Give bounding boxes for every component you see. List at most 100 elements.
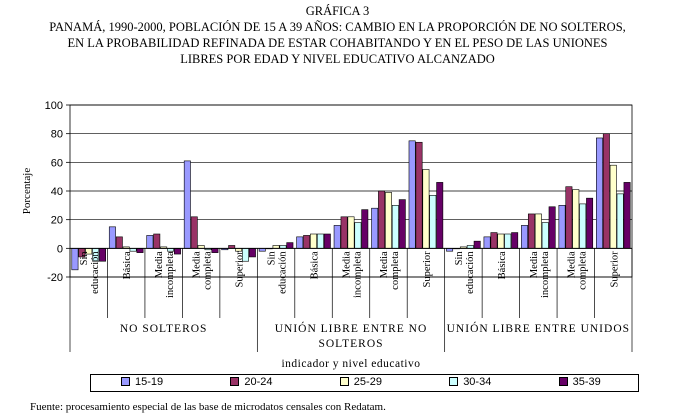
category-label: incompleta [165, 251, 176, 298]
y-tick-label: 60 [51, 157, 63, 169]
bar-35-39-13 [548, 206, 556, 249]
category-label: Media [566, 251, 577, 278]
bar-20-24-3 [153, 233, 161, 249]
y-tick-label: -20 [47, 272, 63, 284]
bar-25-29-9 [385, 192, 392, 249]
bar-35-39-12 [511, 232, 519, 249]
legend-item-15-19: 15-19 [121, 376, 163, 390]
bar-30-34-8 [354, 222, 362, 249]
legend-label: 25-29 [353, 376, 382, 388]
bar-30-34-12 [504, 233, 512, 249]
x-axis-label: indicador y nivel educativo [281, 358, 420, 370]
bar-15-19-14 [558, 205, 566, 249]
bar-30-34-14 [579, 203, 587, 249]
legend-item-30-34: 30-34 [449, 376, 491, 390]
bar-25-29-10 [422, 169, 430, 249]
category-label: Sin [267, 251, 278, 266]
category-label: educación [278, 251, 289, 294]
bar-20-24-13 [527, 213, 535, 249]
legend-swatch [558, 376, 568, 386]
category-label: Superior [422, 251, 433, 288]
legend-label: 15-19 [135, 376, 164, 388]
category-label: completa [390, 251, 401, 290]
bar-20-24-4 [190, 216, 198, 249]
bar-35-39-5 [248, 248, 256, 258]
category-label: completa [203, 251, 214, 290]
bar-20-24-8 [340, 216, 348, 249]
bar-30-34-15 [616, 193, 624, 249]
bar-15-19-15 [596, 137, 603, 249]
bar-15-19-2 [108, 226, 116, 249]
category-label: Superior [235, 251, 246, 288]
category-label: Básica [310, 251, 321, 279]
bar-30-34-13 [541, 222, 549, 249]
category-label: Básica [497, 251, 508, 279]
bar-20-24-7 [303, 235, 311, 249]
legend-label: 35-39 [572, 376, 601, 388]
legend-swatch [339, 376, 349, 386]
bar-25-29-15 [609, 164, 617, 249]
bar-20-24-14 [565, 186, 573, 249]
title-line-3: LIBRES POR EDAD Y NIVEL EDUCATIVO ALCANZ… [180, 52, 495, 66]
category-label: Superior [609, 251, 620, 288]
y-tick-label: 80 [51, 129, 63, 141]
y-tick-label: 20 [51, 215, 63, 227]
source-note: Fuente: procesamiento especial de las ba… [30, 401, 386, 413]
category-label: Básica [122, 251, 133, 279]
category-label: incompleta [353, 251, 364, 298]
y-tick-label: 0 [57, 243, 63, 255]
category-label: Media [529, 251, 540, 278]
bar-35-39-15 [623, 182, 631, 249]
y-axis-label: Porcentaje [21, 168, 33, 215]
group-label: UNIÓN LIBRE ENTRE UNIDOS [447, 321, 630, 335]
bar-15-19-8 [333, 225, 341, 249]
bar-15-19-13 [521, 225, 528, 249]
category-label: educación [90, 251, 101, 294]
bar-30-34-10 [429, 195, 437, 249]
bar-35-39-7 [323, 233, 331, 249]
legend-swatch [121, 376, 130, 386]
bar-15-19-7 [296, 236, 304, 249]
bar-15-19-10 [408, 140, 416, 249]
bar-30-34-7 [316, 233, 324, 249]
bar-15-19-3 [146, 235, 154, 249]
legend-item-35-39: 35-39 [558, 376, 601, 390]
category-label: Sin [454, 251, 465, 266]
bar-35-39-10 [436, 182, 444, 249]
legend-item-20-24: 20-24 [230, 376, 273, 390]
bar-20-24-12 [490, 232, 498, 249]
group-label: SOLTEROS [318, 338, 383, 350]
category-label: Media [342, 251, 353, 278]
bar-35-39-6 [286, 242, 294, 249]
chart-title: GRÁFICA 3 PANAMÁ, 1990-2000, POBLACIÓN D… [0, 3, 675, 67]
bar-15-19-1 [71, 248, 79, 271]
bar-15-19-12 [483, 236, 491, 249]
chart-legend: 15-19 20-24 25-29 30-34 35-39 [90, 374, 639, 392]
category-label: incompleta [540, 251, 551, 298]
bar-30-34-9 [391, 205, 399, 249]
category-label: educación [465, 251, 476, 294]
bar-25-29-7 [310, 233, 317, 249]
category-label: Media [379, 251, 390, 278]
category-label: Sin [79, 251, 90, 266]
bar-15-19-9 [371, 207, 379, 249]
legend-swatch [449, 376, 459, 386]
bar-20-24-2 [115, 236, 123, 249]
bar-35-39-11 [473, 240, 481, 249]
bar-35-39-9 [398, 199, 406, 249]
legend-label: 20-24 [244, 376, 273, 388]
legend-item-25-29: 25-29 [339, 376, 382, 390]
bar-20-24-15 [602, 133, 610, 249]
bar-20-24-9 [378, 190, 386, 249]
category-label: completa [577, 251, 588, 290]
legend-label: 30-34 [463, 376, 492, 388]
bar-35-39-2 [136, 248, 144, 253]
title-line-2: EN LA PROBABILIDAD REFINADA DE ESTAR COH… [67, 36, 608, 50]
bar-25-29-14 [572, 189, 580, 249]
bar-20-24-10 [415, 141, 423, 249]
bar-25-29-13 [534, 213, 542, 249]
bar-25-29-12 [497, 233, 505, 249]
bar-25-29-8 [347, 216, 355, 249]
bar-35-39-8 [361, 209, 369, 249]
